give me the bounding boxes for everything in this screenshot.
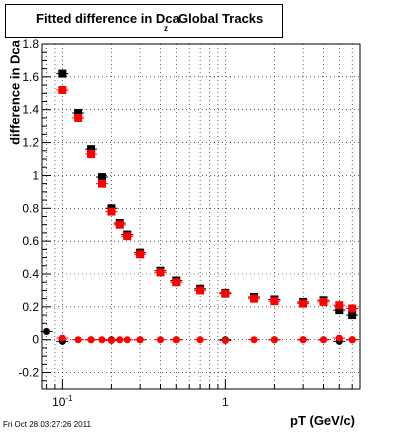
y-tick-label: 1.6 [22, 70, 39, 84]
data-point-circle [107, 337, 115, 345]
data-point-circle [116, 336, 124, 344]
data-point-circle [221, 337, 229, 345]
data-point-square [156, 268, 165, 277]
data-point-circle [43, 328, 51, 335]
y-tick-label: 0.4 [22, 267, 39, 281]
data-point-square [319, 297, 328, 306]
y-tick-label: 1.8 [22, 37, 39, 51]
data-point-circle [98, 336, 106, 344]
y-tick-label: -0.2 [18, 366, 39, 380]
data-point-circle [250, 336, 258, 344]
y-tick-label: 1.2 [22, 136, 39, 150]
data-point-square [123, 232, 132, 241]
data-point-square [221, 289, 230, 298]
data-point-square [87, 145, 96, 154]
data-point-square [335, 301, 344, 310]
data-point-circle [299, 336, 307, 344]
datestamp: Fri Oct 28 03:27:26 2011 [3, 420, 91, 429]
y-tick-label: 0.6 [22, 234, 39, 248]
data-point-square [250, 294, 259, 303]
data-point-circle [172, 336, 180, 344]
chart-title-subscript: z [164, 24, 168, 33]
y-tick-label: 0 [32, 333, 39, 347]
plot-area [42, 44, 360, 389]
data-point-square [136, 250, 145, 259]
data-point-square [172, 278, 181, 287]
x-axis-label: pT (GeV/c) [290, 413, 356, 428]
data-point-square [115, 220, 124, 229]
data-point-square [270, 297, 279, 306]
data-point-circle [270, 336, 278, 344]
y-tick-label: 1 [32, 168, 39, 182]
data-point-square [58, 69, 67, 78]
chart-title-box: Fitted difference in Dca z Global Tracks [5, 4, 283, 38]
y-axis-label: difference in Dca [7, 40, 23, 145]
data-point-circle [123, 336, 131, 344]
data-point-square [335, 306, 344, 315]
data-point-circle [58, 334, 66, 342]
data-point-square [74, 109, 83, 117]
y-tick-label: 1.4 [22, 103, 39, 117]
data-point-square [58, 86, 67, 94]
chart-title-tail: Global Tracks [178, 11, 264, 26]
data-point-circle [335, 334, 343, 342]
x-tick-label: 10-1 [52, 394, 73, 409]
y-tick-label: 0.8 [22, 201, 39, 215]
data-point-square [74, 113, 83, 122]
data-point-circle [348, 336, 356, 344]
x-tick-label: 1 [222, 395, 229, 409]
data-point-square [348, 304, 357, 313]
data-point-square [348, 311, 357, 320]
data-point-square [97, 173, 106, 182]
data-point-circle [156, 336, 164, 344]
data-point-circle [319, 336, 327, 344]
data-point-circle [74, 336, 82, 344]
data-point-square [107, 207, 116, 216]
chart-title-main: Fitted difference in Dca [36, 11, 180, 26]
data-point-circle [87, 336, 95, 344]
data-point-square [97, 179, 106, 188]
data-point-circle [136, 336, 144, 344]
data-point-square [87, 150, 96, 159]
data-point-square [299, 299, 308, 308]
data-point-square [196, 286, 205, 295]
y-tick-label: 0.2 [22, 300, 39, 314]
data-point-circle [196, 336, 204, 344]
